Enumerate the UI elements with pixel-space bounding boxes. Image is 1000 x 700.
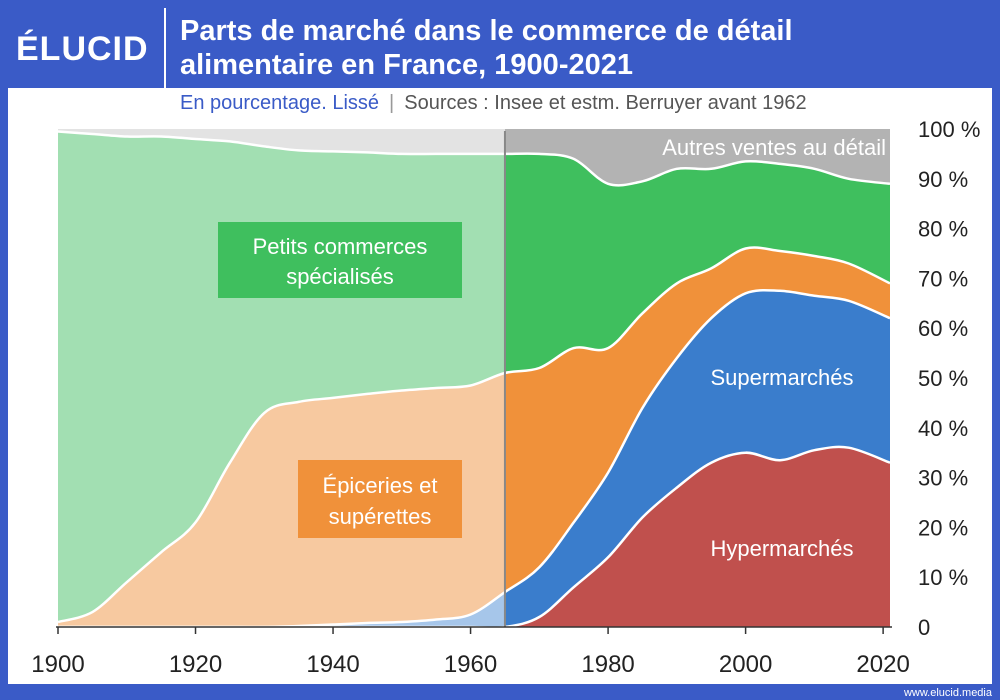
y-axis-ticks: 0 10 % 20 % 30 % 40 % 50 % 60 % 70 % 80 % 90 % 100… [918, 117, 980, 640]
label-supermarches: Supermarchés [710, 365, 853, 390]
elucid-logo: ÉLUCID [16, 30, 149, 68]
footer-url[interactable]: www.elucid.media [903, 687, 992, 699]
x-tick-label: 1920 [169, 651, 222, 678]
areas-post [504, 128, 890, 627]
boundary-line-spec [57, 130, 891, 187]
y-tick-label: 30 % [918, 466, 968, 491]
x-tick-label: 1900 [31, 651, 84, 678]
chart-title: Parts de marché dans le commerce de déta… [180, 14, 980, 82]
x-tick-label: 2020 [856, 651, 909, 678]
y-tick-label: 0 [918, 615, 930, 640]
area-epic-pre [58, 372, 505, 628]
y-tick-label: 50 % [918, 366, 968, 391]
area-hyper-post [504, 446, 890, 627]
label-bg-epiceries [298, 460, 462, 538]
subtitle-separator: | [389, 92, 395, 114]
y-tick-label: 20 % [918, 515, 968, 540]
y-tick-label: 80 % [918, 217, 968, 242]
header-divider [164, 8, 166, 88]
label-autres: Autres ventes au détail [662, 135, 886, 160]
label-specialises-line1: Petits commerces [253, 234, 428, 259]
label-hypermarches: Hypermarchés [710, 536, 853, 561]
chart-subtitle: En pourcentage. Lissé | Sources : Insee et… [180, 92, 807, 115]
label-epiceries-line1: Épiceries et [323, 473, 438, 498]
chart-title-line2: alimentaire en France, 1900-2021 [180, 49, 633, 81]
area-epic-post [504, 247, 890, 593]
area-autres-post [504, 128, 890, 186]
y-tick-label: 60 % [918, 316, 968, 341]
area-spec-post [504, 153, 890, 373]
x-axis-ticks: 1900 1920 1940 1960 1980 2000 2020 [31, 627, 910, 678]
boundary-line-epic [57, 246, 891, 624]
y-tick-label: 100 % [918, 117, 980, 142]
label-specialises-line2: spécialisés [286, 264, 394, 289]
y-tick-label: 90 % [918, 167, 968, 192]
x-tick-label: 2000 [719, 651, 772, 678]
area-autres-pre [58, 128, 505, 154]
header-bar: ÉLUCID Parts de marché dans le commerce … [8, 8, 992, 88]
x-tick-label: 1980 [581, 651, 634, 678]
y-tick-label: 70 % [918, 266, 968, 291]
subtitle-note: En pourcentage. Lissé [180, 92, 380, 114]
x-tick-label: 1940 [306, 651, 359, 678]
area-super-pre [58, 592, 505, 628]
x-tick-label: 1960 [444, 651, 497, 678]
label-bg-specialises [218, 222, 462, 298]
area-super-post [504, 290, 890, 627]
chart-title-line1: Parts de marché dans le commerce de déta… [180, 15, 793, 47]
y-tick-label: 10 % [918, 565, 968, 590]
subtitle-sources: Sources : Insee et estm. Berruyer avant … [404, 92, 807, 114]
label-epiceries-line2: supérettes [329, 504, 432, 529]
y-tick-label: 40 % [918, 416, 968, 441]
